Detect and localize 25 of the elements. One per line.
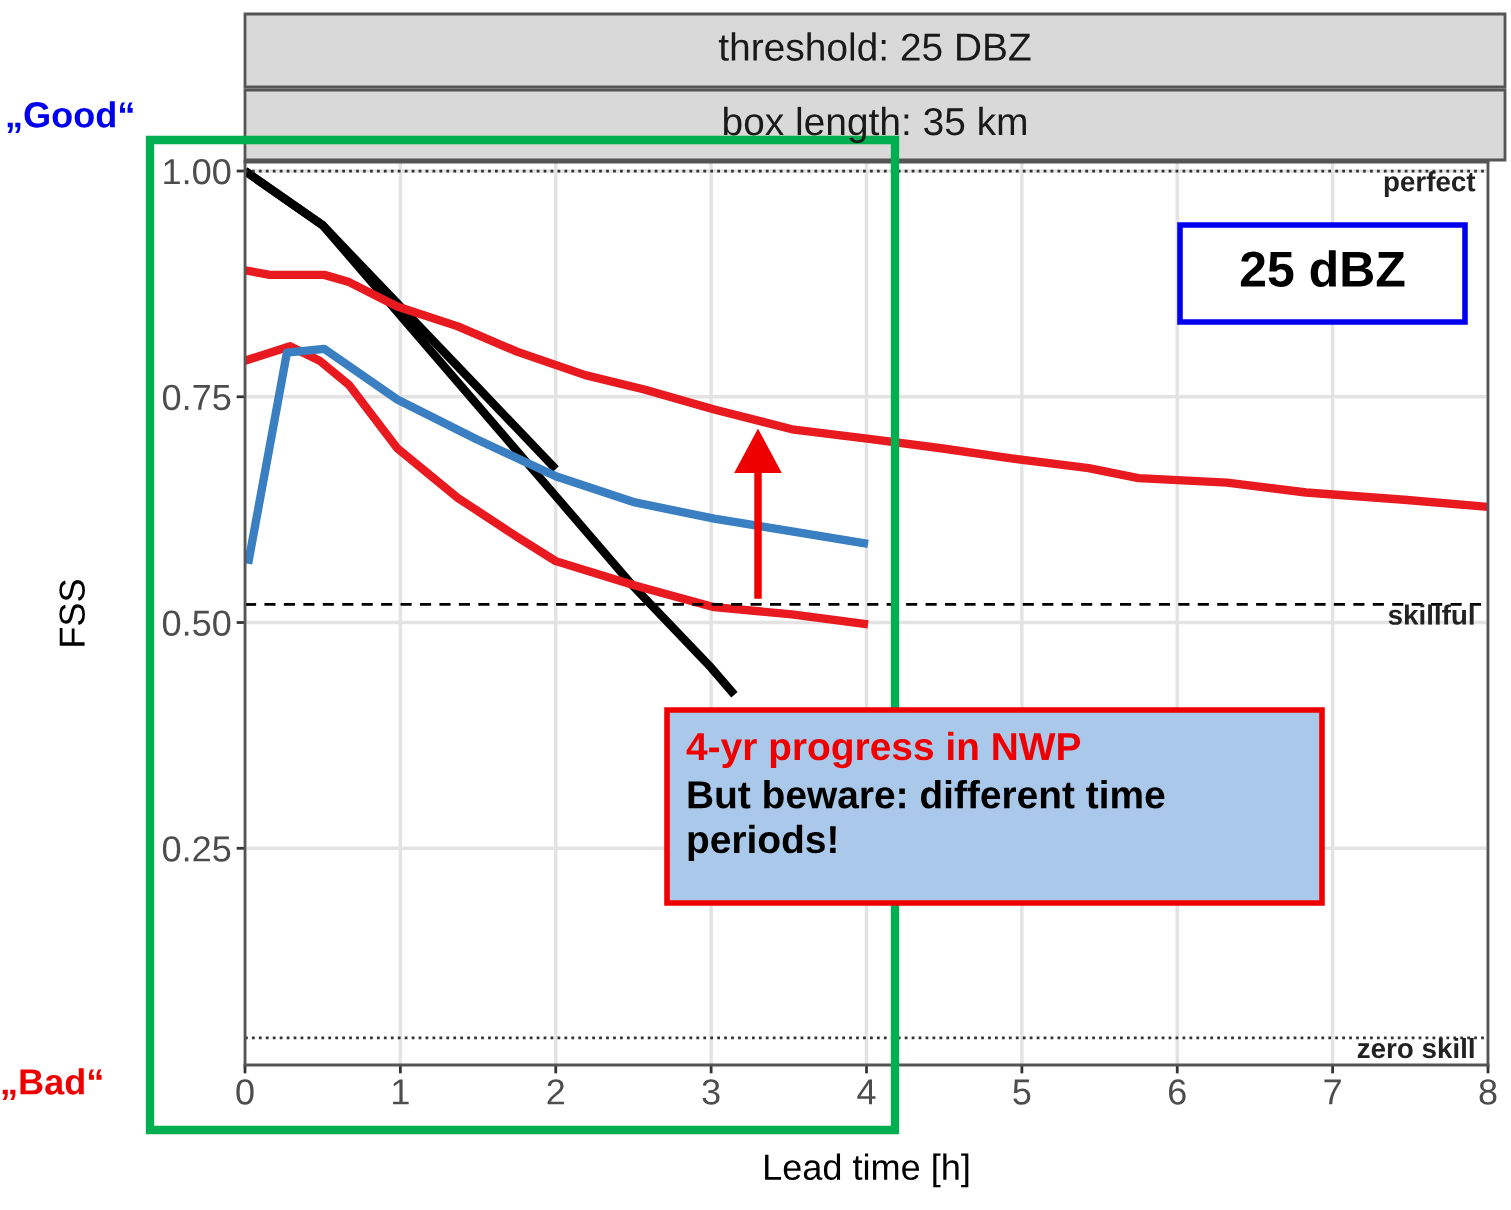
y-axis-title: FSS [59, 580, 85, 646]
y-tick-label: 1.00 [164, 158, 231, 185]
x-tick-label: 6 [1169, 1079, 1186, 1105]
text: „Good“ [7, 101, 133, 133]
x-tick-label: 7 [1324, 1079, 1341, 1105]
x-tick-label: 5 [1013, 1079, 1031, 1105]
annotation: But beware: different time periods! [688, 780, 1165, 861]
text: „Bad“ [2, 1068, 102, 1100]
x-tick-label: 4 [857, 1079, 876, 1105]
ref-line-label: zero skill [1357, 1037, 1474, 1059]
x-tick-label: 8 [1479, 1079, 1497, 1105]
y-tick-label: 0.25 [162, 836, 231, 862]
annotation: 4-yr progress in NWP [686, 731, 1081, 769]
ref-line-label: skillful [1388, 604, 1474, 625]
x-tick-label: 0 [236, 1079, 254, 1105]
x-tick-label: 2 [547, 1079, 564, 1105]
y-tick-label: 0.75 [162, 384, 231, 411]
x-axis-title: Lead time [h] [765, 1153, 969, 1188]
y-tick-label: 0.50 [162, 610, 231, 636]
x-tick-label: 3 [702, 1079, 720, 1105]
chart-subtitle: box length: 35 km [724, 106, 1026, 144]
ref-line-label: perfect [1384, 171, 1476, 197]
annotation: 25 dBZ [1240, 250, 1405, 287]
x-tick-label: 1 [393, 1079, 409, 1105]
chart-title: threshold: 25 DBZ [718, 32, 1031, 61]
